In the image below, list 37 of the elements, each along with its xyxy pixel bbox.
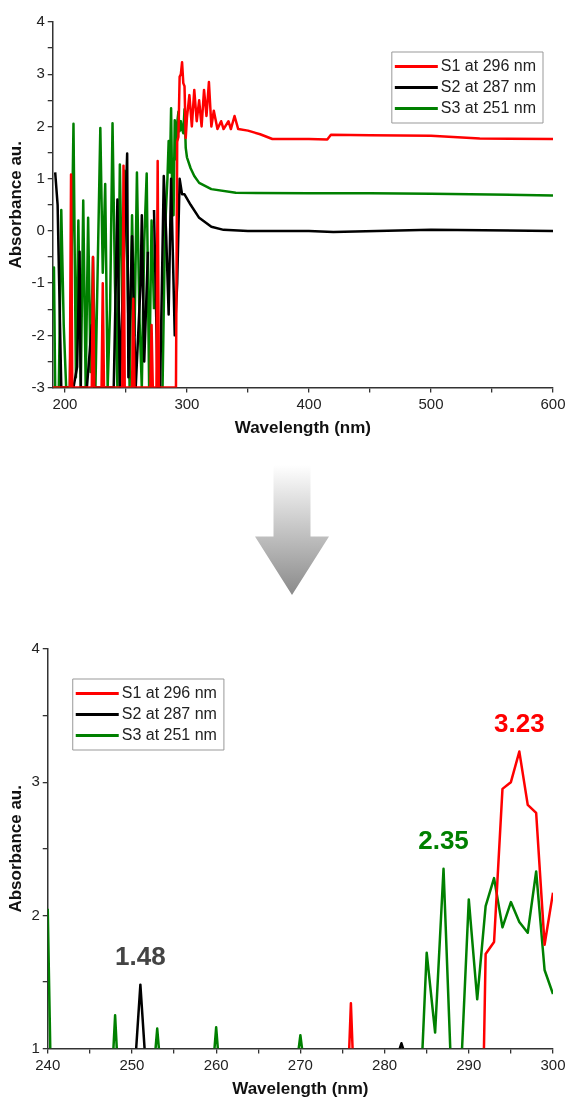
y-tick-label: 2	[31, 905, 40, 923]
x-tick-label: 290	[456, 1055, 482, 1073]
y-tick-label: 2	[36, 116, 45, 134]
x-tick-label: 240	[35, 1055, 61, 1073]
y-axis-title: Absorbance au.	[5, 141, 25, 269]
x-axis-title: Wavelength (nm)	[232, 1079, 369, 1099]
x-tick-label: 250	[119, 1055, 145, 1073]
x-tick-label: 600	[540, 394, 566, 412]
y-tick-label: 3	[31, 772, 40, 790]
legend-label: S3 at 251 nm	[121, 725, 217, 743]
y-tick-label: 4	[36, 12, 45, 30]
y-tick-label: -2	[31, 325, 45, 343]
x-tick-label: 300	[540, 1055, 566, 1073]
y-tick-label: 0	[36, 221, 45, 239]
legend-label: S2 at 287 nm	[440, 77, 536, 95]
x-tick-label: 400	[296, 394, 322, 412]
annotation: 2.35	[418, 824, 469, 855]
legend-label: S3 at 251 nm	[440, 98, 536, 116]
x-tick-label: 270	[287, 1055, 313, 1073]
y-axis-title: Absorbance au.	[5, 785, 25, 913]
x-tick-label: 500	[418, 394, 444, 412]
legend-label: S2 at 287 nm	[121, 704, 217, 722]
x-tick-label: 300	[174, 394, 200, 412]
y-tick-label: 1	[36, 168, 45, 186]
x-tick-label: 280	[372, 1055, 398, 1073]
x-tick-label: 200	[52, 394, 78, 412]
legend-label: S1 at 296 nm	[121, 683, 217, 701]
annotation: 3.23	[494, 707, 545, 738]
x-axis-title: Wavelength (nm)	[234, 418, 372, 438]
annotation: 1.48	[115, 940, 166, 971]
y-tick-label: 1	[31, 1038, 40, 1056]
y-tick-label: 4	[31, 639, 40, 657]
legend-label: S1 at 296 nm	[440, 56, 536, 74]
y-tick-label: -3	[31, 377, 45, 395]
y-tick-label: 3	[36, 64, 45, 82]
x-tick-label: 260	[203, 1055, 229, 1073]
y-tick-label: -1	[31, 273, 45, 291]
